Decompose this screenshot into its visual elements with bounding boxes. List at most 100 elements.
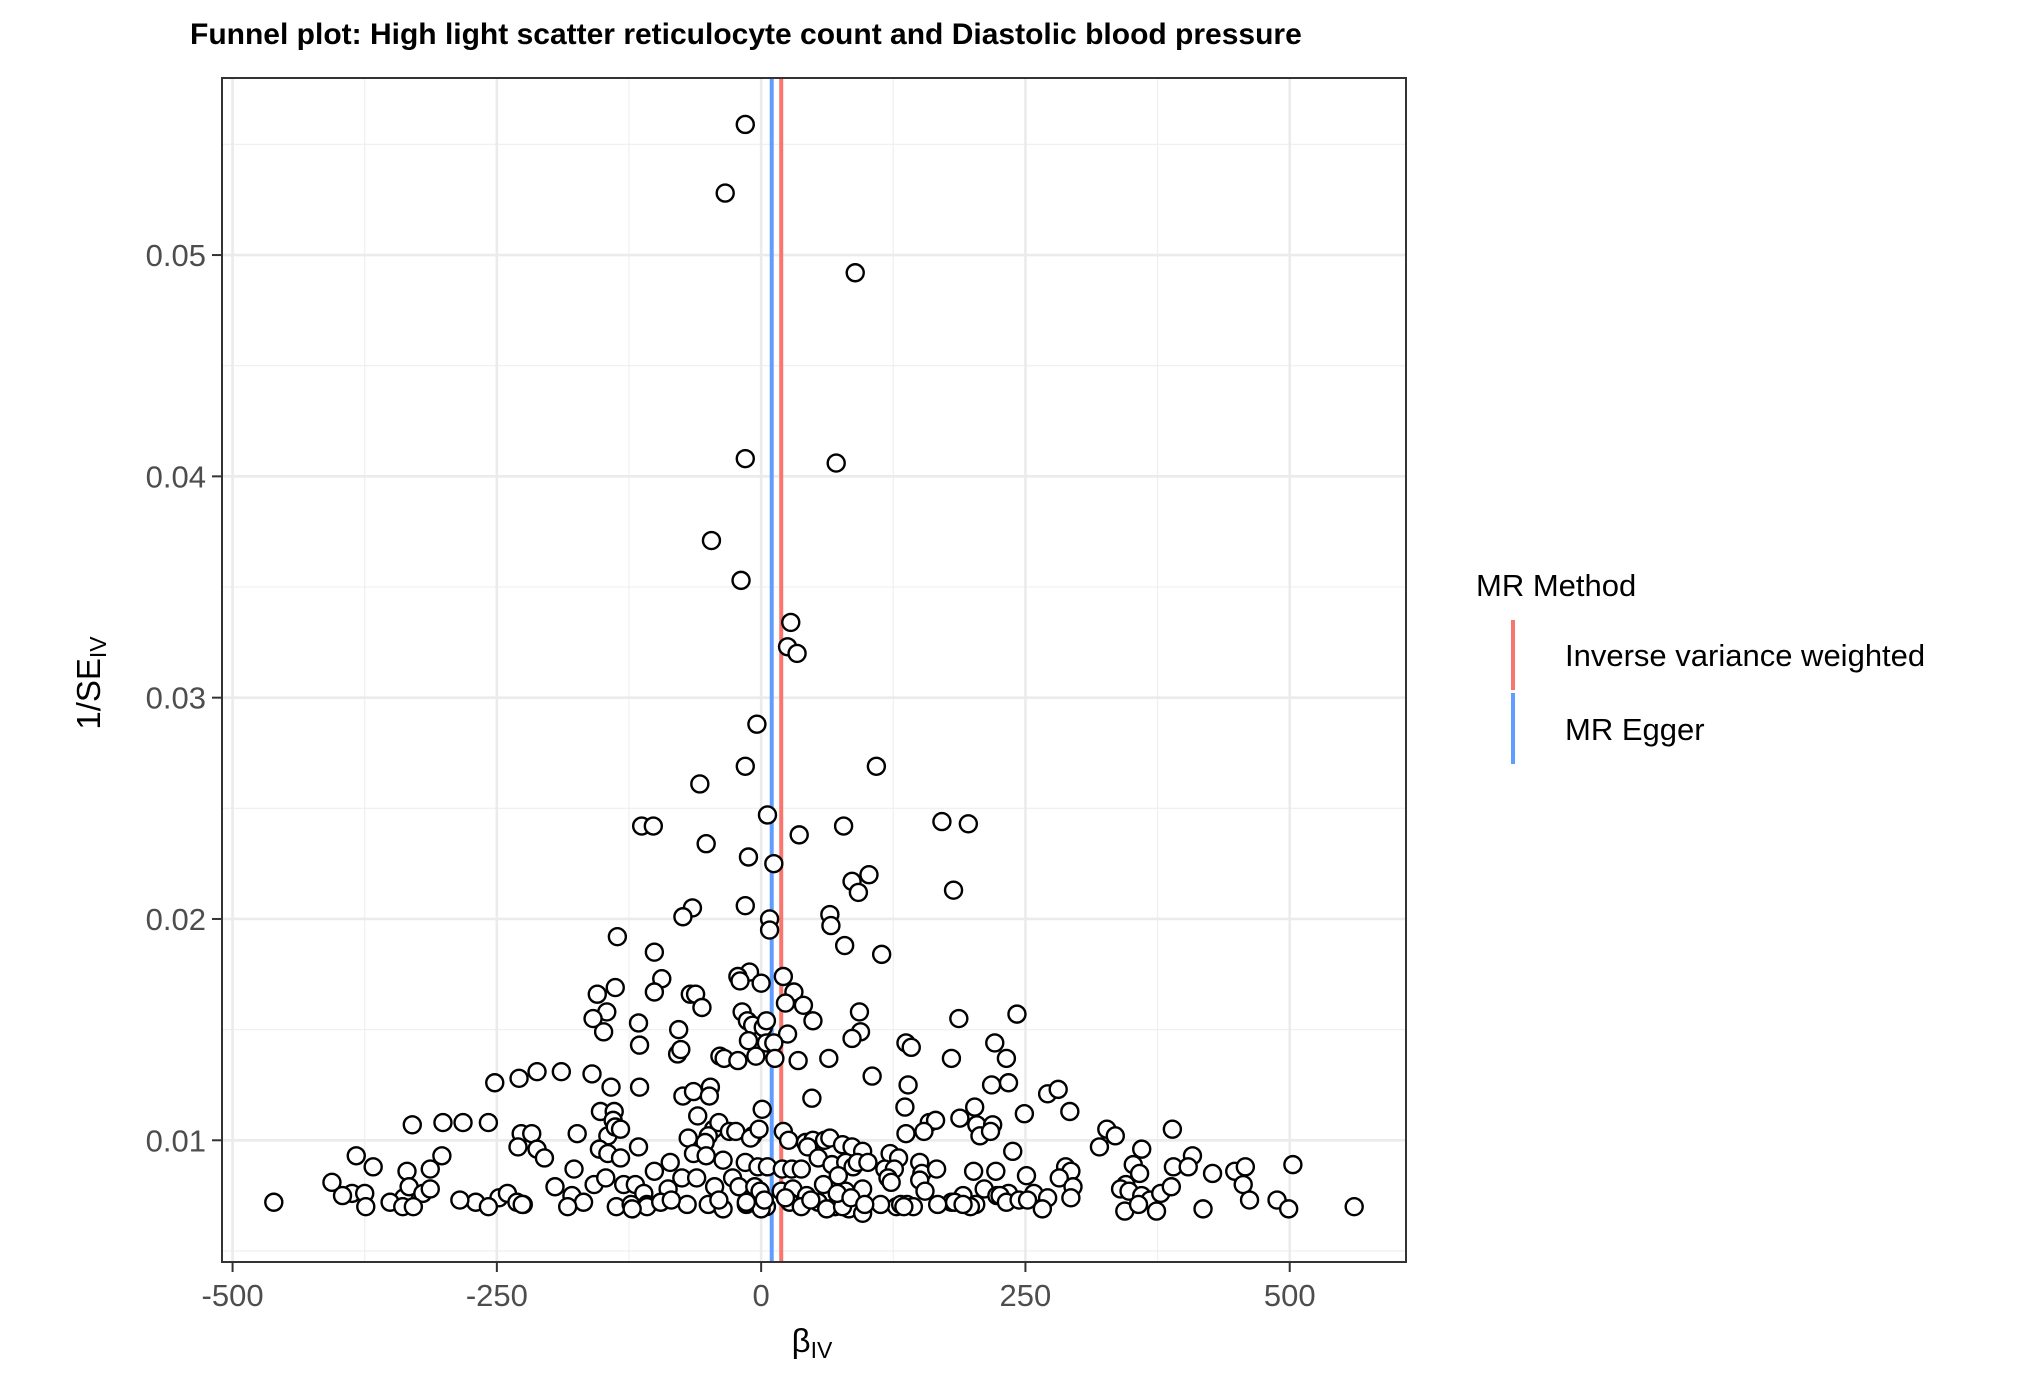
data-point bbox=[927, 1194, 948, 1215]
data-point bbox=[981, 1075, 1002, 1095]
data-point bbox=[813, 1174, 834, 1195]
data-point bbox=[596, 1168, 616, 1188]
data-point bbox=[403, 1196, 424, 1217]
data-point bbox=[509, 1068, 529, 1089]
data-point bbox=[601, 1077, 621, 1097]
data-point bbox=[793, 995, 814, 1015]
panel-background bbox=[222, 78, 1406, 1262]
data-point bbox=[701, 530, 722, 551]
data-point bbox=[787, 643, 807, 664]
x-tick-label: 0 bbox=[753, 1278, 770, 1313]
data-point bbox=[964, 1097, 985, 1117]
x-axis-ticks: -500 -250 0 250 500 bbox=[202, 1262, 1316, 1313]
data-point bbox=[950, 1108, 970, 1128]
data-point bbox=[914, 1121, 934, 1142]
major-gridlines bbox=[222, 78, 1406, 1262]
data-point bbox=[512, 1194, 532, 1215]
data-point bbox=[696, 834, 716, 854]
data-point bbox=[1178, 1157, 1198, 1177]
data-point bbox=[644, 1161, 665, 1181]
data-point bbox=[845, 263, 865, 283]
data-point bbox=[478, 1196, 499, 1217]
y-axis-ticks: 0.01 0.02 0.03 0.04 0.05 bbox=[146, 238, 222, 1158]
data-point bbox=[332, 1185, 353, 1206]
data-point bbox=[622, 1199, 642, 1219]
legend: MR Method Inverse variance weighted MR E… bbox=[1476, 568, 1925, 764]
data-point bbox=[363, 1157, 383, 1177]
data-point bbox=[842, 1028, 862, 1049]
data-point bbox=[545, 1177, 565, 1197]
data-point bbox=[1049, 1168, 1069, 1188]
data-point bbox=[756, 1011, 777, 1031]
data-point bbox=[1016, 1165, 1037, 1186]
data-point bbox=[803, 1011, 823, 1031]
data-point bbox=[881, 1172, 901, 1193]
data-point bbox=[735, 756, 755, 776]
data-point bbox=[1239, 1190, 1260, 1210]
data-point bbox=[671, 1039, 691, 1060]
data-point bbox=[1014, 1104, 1035, 1124]
data-point bbox=[996, 1048, 1017, 1069]
y-axis-title-sub: IV bbox=[85, 636, 111, 658]
data-point bbox=[322, 1172, 342, 1193]
data-point bbox=[1128, 1194, 1149, 1215]
data-point bbox=[534, 1148, 555, 1168]
data-point bbox=[735, 114, 755, 135]
data-point bbox=[1193, 1199, 1213, 1219]
data-point bbox=[953, 1194, 973, 1215]
data-point bbox=[583, 1008, 603, 1029]
data-point bbox=[862, 1066, 882, 1086]
y-tick-label: 0.05 bbox=[146, 238, 206, 273]
data-point bbox=[686, 1168, 707, 1188]
data-point bbox=[1278, 1199, 1299, 1219]
data-point bbox=[628, 1137, 649, 1157]
data-points bbox=[264, 114, 1364, 1224]
data-point bbox=[821, 915, 841, 936]
x-axis-title-main: β bbox=[792, 1322, 811, 1359]
data-point bbox=[1105, 1126, 1125, 1146]
data-point bbox=[752, 1099, 772, 1119]
data-point bbox=[582, 1064, 602, 1084]
data-point bbox=[736, 1192, 757, 1212]
data-point bbox=[941, 1048, 962, 1069]
data-point bbox=[1162, 1119, 1183, 1139]
data-point bbox=[773, 966, 794, 987]
data-point bbox=[834, 935, 855, 956]
data-point bbox=[1129, 1163, 1150, 1184]
data-point bbox=[683, 1081, 704, 1102]
data-point bbox=[397, 1161, 417, 1181]
data-point bbox=[644, 982, 665, 1002]
x-tick-label: -500 bbox=[202, 1278, 264, 1313]
data-point bbox=[573, 1192, 594, 1212]
data-point bbox=[713, 1150, 733, 1170]
data-point bbox=[735, 448, 755, 469]
data-point bbox=[980, 1121, 1001, 1142]
data-point bbox=[1132, 1139, 1152, 1159]
data-point bbox=[898, 1075, 918, 1095]
data-point bbox=[1089, 1137, 1110, 1157]
data-point bbox=[564, 1159, 584, 1179]
data-point bbox=[730, 971, 750, 991]
data-point bbox=[709, 1190, 729, 1210]
data-point bbox=[963, 1161, 984, 1181]
data-point bbox=[567, 1123, 587, 1144]
data-point bbox=[692, 997, 712, 1018]
data-point bbox=[781, 612, 801, 633]
data-point bbox=[848, 882, 869, 903]
data-point bbox=[629, 1035, 650, 1055]
data-point bbox=[777, 1024, 798, 1044]
data-point bbox=[1161, 1177, 1182, 1197]
data-point bbox=[715, 183, 735, 203]
data-point bbox=[264, 1192, 284, 1212]
data-point bbox=[870, 1194, 891, 1215]
data-point bbox=[749, 1119, 769, 1139]
data-point bbox=[858, 1152, 878, 1173]
data-point bbox=[746, 1046, 766, 1066]
data-point bbox=[593, 1022, 614, 1042]
data-point bbox=[775, 1188, 796, 1208]
data-point bbox=[1146, 1201, 1167, 1221]
data-point bbox=[765, 1048, 785, 1069]
data-point bbox=[826, 453, 846, 473]
data-point bbox=[629, 1077, 650, 1097]
